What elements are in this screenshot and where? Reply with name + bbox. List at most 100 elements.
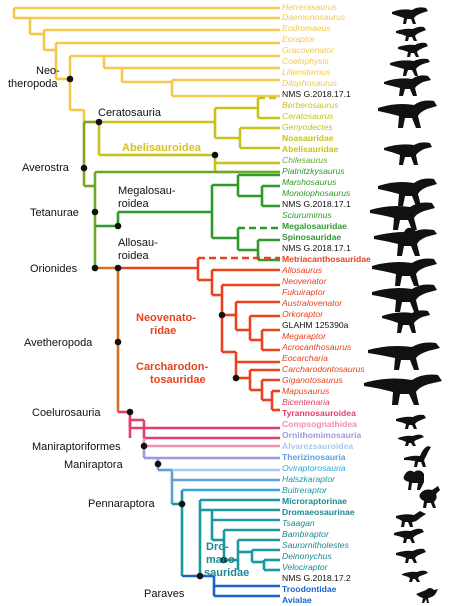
taxon-label: Daemonosaurus	[282, 12, 346, 22]
branches-paraves	[200, 574, 280, 598]
clade-label-orionides: Orionides	[30, 263, 78, 275]
taxon-label: Eoraptor	[282, 34, 316, 44]
silhouette-coelophysid-icon	[390, 58, 430, 76]
clade-label-avetheropoda: Avetheropoda	[24, 337, 93, 349]
node-orionides	[91, 264, 99, 272]
silhouette-oviraptorosaur-icon	[419, 486, 440, 508]
silhouette-megalosaurid-icon	[370, 202, 435, 230]
silhouette-column	[364, 7, 442, 603]
taxon-label: Australovenator	[281, 298, 343, 308]
taxon-label: Megalosauridae	[282, 221, 347, 231]
branches-megalosauroidea	[95, 173, 280, 262]
taxon-label: NMS G.2018.17.1	[282, 89, 351, 99]
silhouette-troodontid-icon	[402, 570, 428, 582]
taxon-label: Bambiraptor	[282, 529, 330, 539]
branches-maniraptoriformes	[142, 446, 280, 470]
taxon-label: Halszkaraptor	[282, 474, 336, 484]
node-abelisauroidea	[211, 151, 219, 159]
silhouette-compsognathid-icon	[398, 434, 424, 446]
node-neovenatoridae	[218, 311, 226, 319]
clade-label-paraves: Paraves	[144, 588, 185, 600]
taxon-label: Gracovenator	[282, 45, 335, 55]
clade-label-megalosauroidea: Megalosau- roidea	[118, 185, 179, 210]
clade-label-coelurosauria: Coelurosauria	[32, 407, 101, 419]
taxon-label: NMS G.2018.17.2	[282, 573, 351, 583]
node-tetanurae	[91, 208, 99, 216]
branches-maniraptora	[158, 468, 280, 504]
taxon-label: Microraptorinae	[282, 496, 347, 506]
taxon-label: Sciurumimus	[282, 210, 332, 220]
taxon-label: Alvarezsauroidea	[282, 441, 353, 451]
clade-label-averostra: Averostra	[22, 162, 70, 174]
taxon-label: Eodromaeus	[282, 23, 331, 33]
taxon-label: Noasauridae	[282, 133, 334, 143]
node-pennaraptora	[178, 500, 186, 508]
silhouette-abelisaurid-icon	[384, 142, 432, 165]
taxon-label: Monolophosaurus	[282, 188, 351, 198]
node-neotheropoda	[66, 75, 74, 83]
taxon-label: NMS G.2018.17.1	[282, 199, 351, 209]
clade-label-dromaeosauridae: Dro- maeo- sauridae	[204, 541, 249, 579]
silhouette-microraptor-icon	[396, 511, 426, 527]
taxon-label: Deinonychus	[282, 551, 332, 561]
silhouette-giganotosaurus-icon	[364, 374, 442, 405]
taxon-label: Carcharodontosaurus	[282, 364, 365, 374]
taxon-label: Dilophosaurus	[282, 78, 338, 88]
taxon-label: Herrerasaurus	[282, 2, 338, 12]
taxon-label: Tsaagan	[282, 518, 315, 528]
taxon-label-column: HerrerasaurusDaemonosaurusEodromaeusEora…	[281, 2, 371, 605]
branches-coelurosauria	[118, 410, 280, 448]
node-avetheropoda	[114, 338, 122, 346]
silhouette-dromaeosaur-icon	[394, 528, 424, 543]
taxon-label: Velociraptor	[282, 562, 329, 572]
silhouette-bird-icon	[416, 588, 438, 603]
taxon-label: Mapusaurus	[282, 386, 330, 396]
node-dromaeosauridae	[220, 556, 228, 564]
taxon-label: Abelisauridae	[282, 144, 339, 154]
silhouette-spinosaurid-icon	[374, 227, 437, 256]
taxon-label: Metriacanthosauridae	[282, 254, 371, 264]
node-ceratosauria	[95, 118, 103, 126]
taxon-label: Allosaurus	[281, 265, 323, 275]
clade-label-neovenatoridae: Neovenato- ridae	[136, 312, 199, 337]
taxon-label: Ornithomimosauria	[282, 430, 361, 440]
taxon-label: Saurornitholestes	[282, 540, 350, 550]
taxon-label: Oviraptorosauria	[282, 463, 346, 473]
taxon-label: Marshosaurus	[282, 177, 337, 187]
taxon-label: GLAHM 125390a	[282, 320, 349, 330]
taxon-label: Compsognathidea	[282, 419, 357, 429]
taxon-label: Neovenator	[282, 276, 328, 286]
clade-label-ceratosauria: Ceratosauria	[98, 107, 162, 119]
silhouette-small-theropod-icon	[392, 7, 428, 25]
silhouette-allosaurus-icon	[372, 258, 437, 286]
taxon-label: Chilesaurus	[282, 155, 328, 165]
branches-allosauroidea	[95, 258, 280, 412]
taxon-label: NMS G.2018.17.1	[282, 243, 351, 253]
silhouette-small-theropod-icon	[396, 26, 426, 41]
clade-label-maniraptora: Maniraptora	[64, 459, 124, 471]
taxon-label: Genyodectes	[282, 122, 333, 132]
taxon-label: Eocarcharia	[282, 353, 328, 363]
branches-pennaraptora	[172, 488, 280, 578]
taxon-label: Fukuiraptor	[282, 287, 327, 297]
silhouette-tyrannosauroid-icon	[396, 414, 426, 429]
taxon-label: Tyrannosauroidea	[282, 408, 356, 418]
node-averostra	[80, 164, 88, 172]
taxon-label: Bicentenaria	[282, 397, 330, 407]
taxon-label: Acrocanthosaurus	[281, 342, 352, 352]
silhouette-carcharodontosaurid-icon	[368, 342, 440, 370]
clade-label-maniraptoriformes: Maniraptoriformes	[32, 441, 121, 453]
node-maniraptoriformes	[140, 442, 148, 450]
taxon-label: Dromaeosaurinae	[282, 507, 355, 517]
taxon-label: Piatnitzkysaurus	[282, 166, 345, 176]
silhouette-deinonychus-icon	[396, 548, 426, 563]
silhouette-neovenator-icon	[372, 284, 437, 312]
taxon-label: Therizinosauria	[282, 452, 346, 462]
clade-label-tetanurae: Tetanurae	[30, 207, 79, 219]
node-allosauroidea	[114, 264, 122, 272]
silhouette-megalosaurid-icon	[378, 178, 437, 206]
silhouette-therizinosaur-icon	[403, 470, 424, 490]
taxon-label: Ceratosaurus	[282, 111, 334, 121]
silhouette-small-theropod-icon	[398, 42, 428, 57]
